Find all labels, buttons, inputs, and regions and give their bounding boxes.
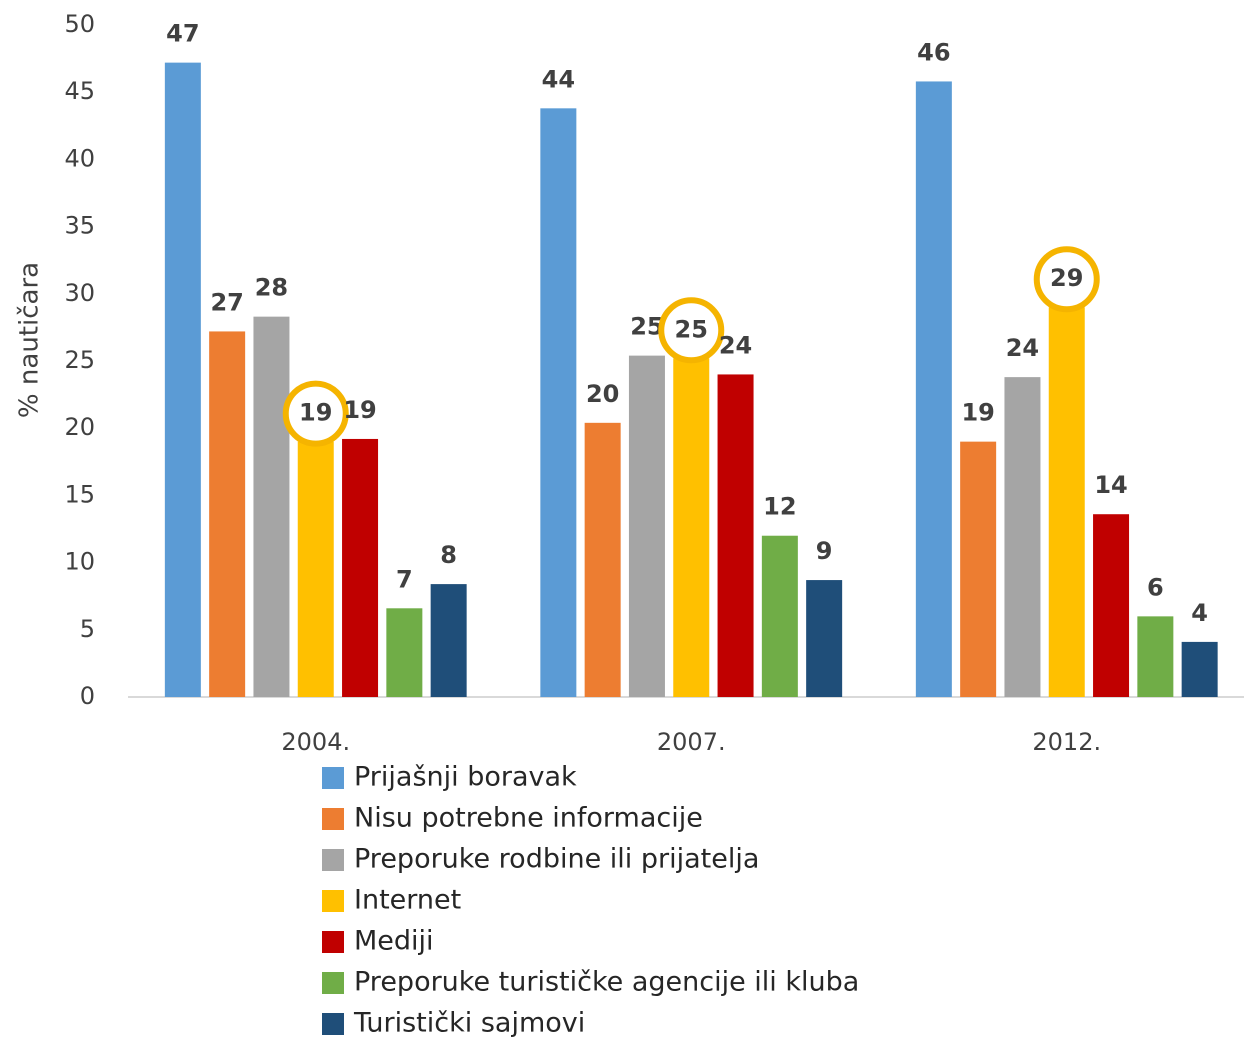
y-tick-label: 0: [80, 682, 95, 710]
bar: [1137, 616, 1174, 697]
bar: [253, 316, 290, 697]
bar: [806, 580, 843, 697]
legend-swatch: [322, 808, 344, 830]
legend-label: Turistički sajmovi: [353, 1008, 585, 1039]
bar: [717, 374, 754, 697]
legend-swatch: [322, 767, 344, 789]
bar: [1093, 514, 1130, 697]
bar: [386, 608, 423, 697]
legend-label: Internet: [354, 885, 461, 916]
bar: [209, 331, 246, 697]
y-tick-label: 10: [64, 548, 95, 576]
y-tick-label: 40: [64, 144, 95, 172]
legend-swatch: [322, 972, 344, 994]
legend-label: Preporuke rodbine ili prijatelja: [354, 844, 759, 875]
data-label: 14: [1094, 471, 1127, 499]
x-tick-label: 2012.: [1032, 728, 1101, 756]
data-label: 9: [816, 537, 833, 565]
y-axis-title: % nautičara: [15, 262, 45, 418]
legend-label: Mediji: [354, 926, 434, 957]
highlight-circle: [282, 380, 349, 447]
x-tick-label: 2004.: [281, 728, 350, 756]
bar: [584, 422, 621, 697]
data-label: 29: [1050, 264, 1083, 292]
data-label: 6: [1147, 573, 1164, 601]
legend-label: Prijašnji boravak: [354, 762, 577, 793]
bar: [164, 62, 201, 697]
data-label: 47: [166, 20, 199, 48]
data-label: 24: [1006, 334, 1039, 362]
bar: [1181, 641, 1218, 697]
y-tick-label: 45: [64, 77, 95, 105]
bar: [342, 438, 379, 697]
data-label: 46: [917, 38, 950, 66]
data-label: 8: [440, 541, 457, 569]
data-label: 19: [961, 399, 994, 427]
legend-swatch: [322, 890, 344, 912]
bar: [673, 358, 710, 697]
y-tick-label: 20: [64, 413, 95, 441]
legend-swatch: [322, 931, 344, 953]
bar: [430, 584, 467, 697]
bar: [1048, 307, 1085, 697]
bar: [628, 355, 665, 697]
legend-label: Preporuke turističke agencije ili kluba: [354, 967, 859, 998]
data-label: 4: [1191, 599, 1208, 627]
bar: [540, 108, 577, 697]
legend-label: Nisu potrebne informacije: [354, 803, 703, 834]
data-label: 27: [210, 288, 243, 316]
data-label: 25: [630, 313, 663, 341]
bar: [915, 81, 952, 697]
data-label: 20: [586, 380, 619, 408]
data-label: 24: [719, 331, 752, 359]
data-label: 44: [542, 65, 575, 93]
legend-swatch: [322, 1013, 344, 1035]
data-label: 19: [343, 396, 376, 424]
data-label: 7: [396, 565, 413, 593]
y-tick-label: 15: [64, 480, 95, 508]
legend-swatch: [322, 849, 344, 871]
data-label: 12: [763, 493, 796, 521]
y-tick-label: 50: [64, 10, 95, 38]
data-label: 19: [299, 399, 332, 427]
bar: [761, 535, 798, 697]
highlight-circle: [1033, 246, 1100, 313]
bar: [960, 441, 997, 697]
y-tick-label: 25: [64, 346, 95, 374]
y-tick-label: 35: [64, 212, 95, 240]
y-tick-label: 5: [80, 615, 95, 643]
y-tick-label: 30: [64, 279, 95, 307]
x-tick-label: 2007.: [657, 728, 726, 756]
data-label: 28: [255, 274, 288, 302]
bar: [1004, 377, 1041, 697]
data-label: 25: [675, 315, 708, 343]
bar: [297, 441, 334, 697]
highlight-circle: [658, 297, 725, 364]
